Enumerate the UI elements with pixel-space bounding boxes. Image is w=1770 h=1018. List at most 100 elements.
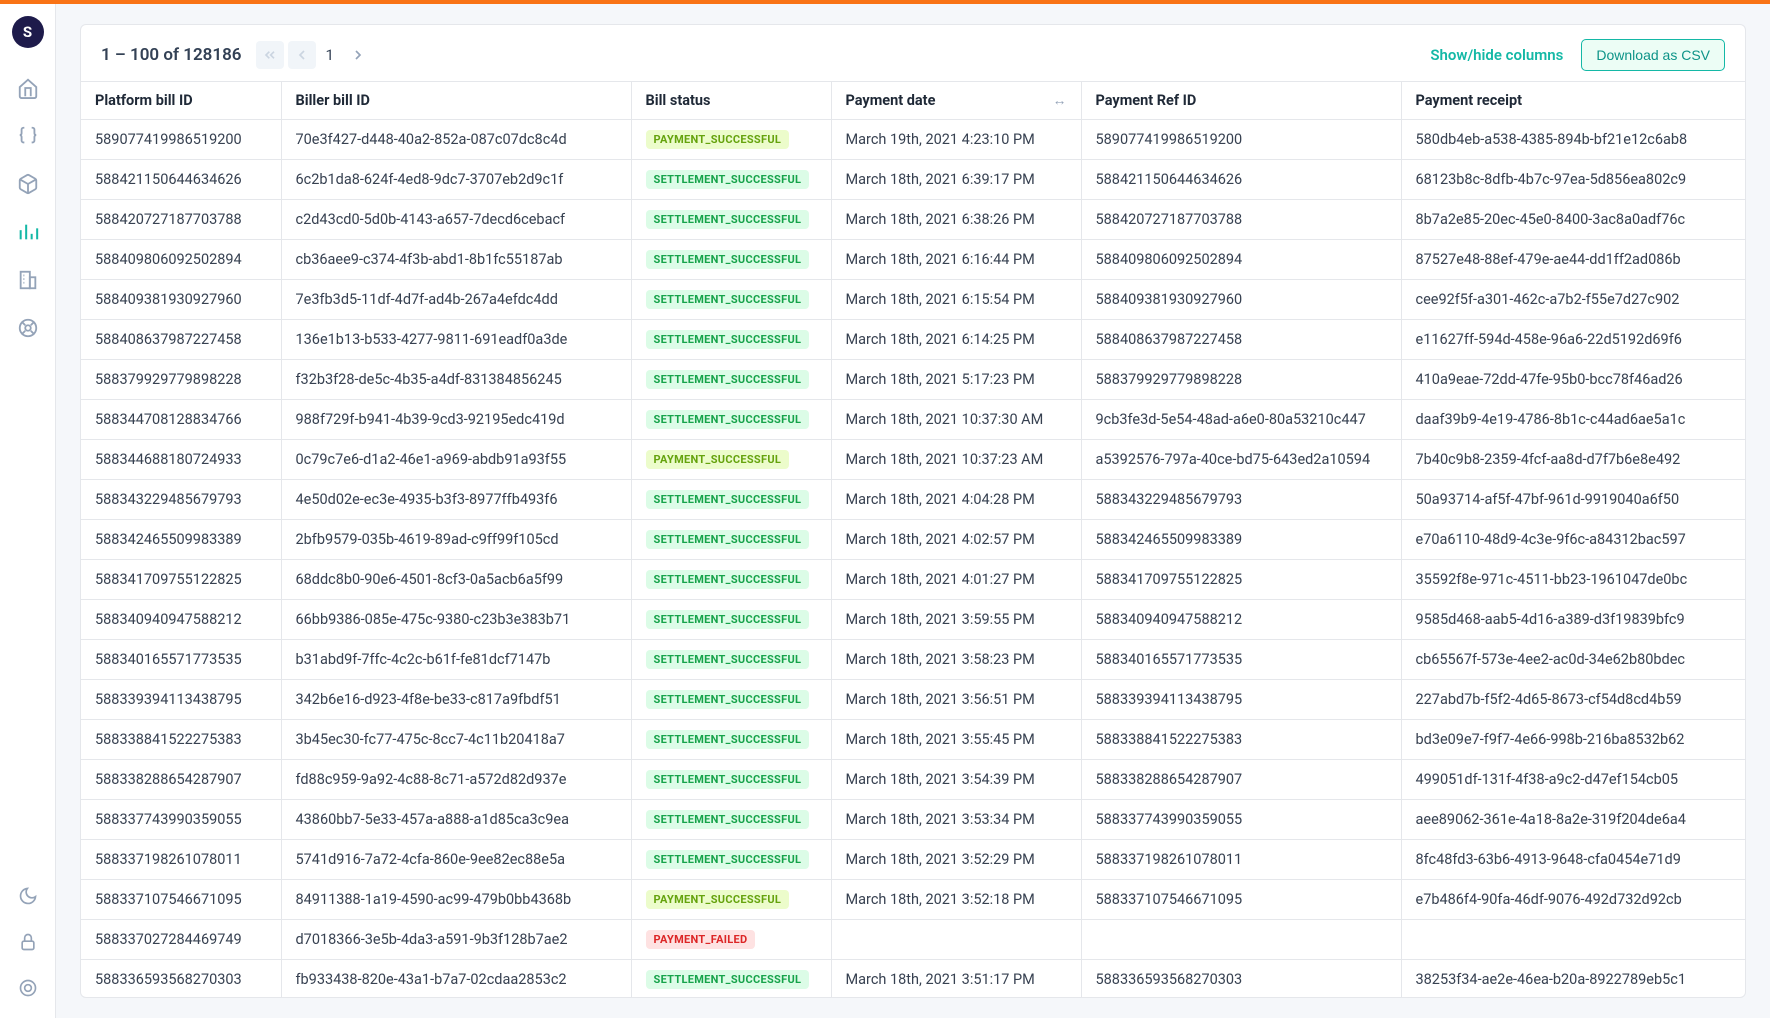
cell-platform-bill-id: 588337107546671095 [81,880,281,920]
table-row[interactable]: 588337027284469749d7018366-3e5b-4da3-a59… [81,920,1745,960]
table-row[interactable]: 5884211506446346266c2b1da8-624f-4ed8-9dc… [81,160,1745,200]
cell-payment-ref-id: a5392576-797a-40ce-bd75-643ed2a10594 [1081,440,1401,480]
bills-table: Platform bill ID Biller bill ID Bill sta… [81,81,1745,997]
status-badge: SETTLEMENT_SUCCESSFUL [646,770,810,789]
code-icon[interactable] [16,124,40,148]
cell-platform-bill-id: 588337743990359055 [81,800,281,840]
cell-platform-bill-id: 588379929779898228 [81,360,281,400]
cell-payment-ref-id: 588408637987227458 [1081,320,1401,360]
table-row[interactable]: 5883388415222753833b45ec30-fc77-475c-8cc… [81,720,1745,760]
page-prev-button[interactable] [288,41,316,69]
support-icon[interactable] [16,316,40,340]
status-badge: SETTLEMENT_SUCCESSFUL [646,690,810,709]
page-next-button[interactable] [344,41,372,69]
cell-payment-date: March 19th, 2021 4:23:10 PM [831,120,1081,160]
table-row[interactable]: 58834170975512282568ddc8b0-90e6-4501-8cf… [81,560,1745,600]
cube-icon[interactable] [16,172,40,196]
lock-icon[interactable] [16,930,40,954]
building-icon[interactable] [16,268,40,292]
status-badge: PAYMENT_FAILED [646,930,756,949]
cell-payment-ref-id: 588336593568270303 [1081,960,1401,998]
cell-bill-status: SETTLEMENT_SUCCESSFUL [631,680,831,720]
cell-platform-bill-id: 588339394113438795 [81,680,281,720]
table-row[interactable]: 588408637987227458136e1b13-b533-4277-981… [81,320,1745,360]
cell-platform-bill-id: 588340165571773535 [81,640,281,680]
cell-payment-ref-id: 588339394113438795 [1081,680,1401,720]
page-number: 1 [320,46,340,64]
show-hide-columns-link[interactable]: Show/hide columns [1430,46,1563,64]
table-row[interactable]: 5883371982610780115741d916-7a72-4cfa-860… [81,840,1745,880]
table-row[interactable]: 5884093819309279607e3fb3d5-11df-4d7f-ad4… [81,280,1745,320]
cell-bill-status: PAYMENT_SUCCESSFUL [631,120,831,160]
status-badge: SETTLEMENT_SUCCESSFUL [646,210,810,229]
table-row[interactable]: 588420727187703788c2d43cd0-5d0b-4143-a65… [81,200,1745,240]
table-row[interactable]: 588338288654287907fd88c959-9a92-4c88-8c7… [81,760,1745,800]
table-row[interactable]: 588340165571773535b31abd9f-7ffc-4c2c-b61… [81,640,1745,680]
chart-icon[interactable] [16,220,40,244]
cell-bill-status: SETTLEMENT_SUCCESSFUL [631,160,831,200]
cell-bill-status: SETTLEMENT_SUCCESSFUL [631,640,831,680]
page-first-button[interactable] [256,41,284,69]
column-header-biller-bill-id[interactable]: Biller bill ID [281,82,631,120]
main-content: 1 – 100 of 128186 1 Show/hide columns [56,4,1770,1018]
download-csv-button[interactable]: Download as CSV [1581,39,1725,71]
cell-payment-receipt: e70a6110-48d9-4c3e-9f6c-a84312bac597 [1401,520,1745,560]
cell-biller-bill-id: 988f729f-b941-4b39-9cd3-92195edc419d [281,400,631,440]
cell-payment-receipt: 87527e48-88ef-479e-ae44-dd1ff2ad086b [1401,240,1745,280]
table-row[interactable]: 58834094094758821266bb9386-085e-475c-938… [81,600,1745,640]
cell-biller-bill-id: b31abd9f-7ffc-4c2c-b61f-fe81dcf7147b [281,640,631,680]
cell-platform-bill-id: 588340940947588212 [81,600,281,640]
moon-icon[interactable] [16,884,40,908]
app-layout: S [0,4,1770,1018]
cell-payment-receipt: 580db4eb-a538-4385-894b-bf21e12c6ab8 [1401,120,1745,160]
column-header-payment-date[interactable]: Payment date ↔ [831,82,1081,120]
cell-platform-bill-id: 588337198261078011 [81,840,281,880]
cell-biller-bill-id: cb36aee9-c374-4f3b-abd1-8b1fc55187ab [281,240,631,280]
sidebar-nav [16,76,40,340]
column-header-platform-bill-id[interactable]: Platform bill ID [81,82,281,120]
cell-bill-status: SETTLEMENT_SUCCESSFUL [631,800,831,840]
cell-bill-status: PAYMENT_FAILED [631,920,831,960]
cell-biller-bill-id: 2bfb9579-035b-4619-89ad-c9ff99f105cd [281,520,631,560]
table-row[interactable]: 588336593568270303fb933438-820e-43a1-b7a… [81,960,1745,998]
cell-bill-status: SETTLEMENT_SUCCESSFUL [631,520,831,560]
table-row[interactable]: 5883446881807249330c79c7e6-d1a2-46e1-a96… [81,440,1745,480]
table-body: 58907741998651920070e3f427-d448-40a2-852… [81,120,1745,998]
column-header-label: Payment date [846,92,936,109]
cell-payment-ref-id [1081,920,1401,960]
status-badge: PAYMENT_SUCCESSFUL [646,130,790,149]
cell-payment-date: March 18th, 2021 4:02:57 PM [831,520,1081,560]
column-header-payment-ref-id[interactable]: Payment Ref ID [1081,82,1401,120]
cell-payment-date: March 18th, 2021 4:01:27 PM [831,560,1081,600]
table-row[interactable]: 58833774399035905543860bb7-5e33-457a-a88… [81,800,1745,840]
status-badge: SETTLEMENT_SUCCESSFUL [646,530,810,549]
table-row[interactable]: 588379929779898228f32b3f28-de5c-4b35-a4d… [81,360,1745,400]
table-row[interactable]: 588344708128834766988f729f-b941-4b39-9cd… [81,400,1745,440]
cell-payment-receipt: 499051df-131f-4f38-a9c2-d47ef154cb05 [1401,760,1745,800]
cell-payment-ref-id: 588421150644634626 [1081,160,1401,200]
cell-platform-bill-id: 588338288654287907 [81,760,281,800]
cell-payment-receipt: e11627ff-594d-458e-96a6-22d5192d69f6 [1401,320,1745,360]
table-row[interactable]: 58907741998651920070e3f427-d448-40a2-852… [81,120,1745,160]
target-icon[interactable] [16,976,40,1000]
app-logo[interactable]: S [12,16,44,48]
cell-payment-date: March 18th, 2021 6:16:44 PM [831,240,1081,280]
cell-payment-ref-id: 9cb3fe3d-5e54-48ad-a6e0-80a53210c447 [1081,400,1401,440]
cell-payment-date: March 18th, 2021 3:54:39 PM [831,760,1081,800]
column-header-payment-receipt[interactable]: Payment receipt [1401,82,1745,120]
column-header-bill-status[interactable]: Bill status [631,82,831,120]
status-badge: SETTLEMENT_SUCCESSFUL [646,330,810,349]
table-row[interactable]: 5883432294856797934e50d02e-ec3e-4935-b3f… [81,480,1745,520]
cell-biller-bill-id: f32b3f28-de5c-4b35-a4df-831384856245 [281,360,631,400]
table-row[interactable]: 58833710754667109584911388-1a19-4590-ac9… [81,880,1745,920]
cell-payment-ref-id: 588342465509983389 [1081,520,1401,560]
status-badge: SETTLEMENT_SUCCESSFUL [646,290,810,309]
cell-platform-bill-id: 588408637987227458 [81,320,281,360]
cell-biller-bill-id: 7e3fb3d5-11df-4d7f-ad4b-267a4efdc4dd [281,280,631,320]
table-row[interactable]: 588409806092502894cb36aee9-c374-4f3b-abd… [81,240,1745,280]
home-icon[interactable] [16,76,40,100]
table-row[interactable]: 588339394113438795342b6e16-d923-4f8e-be3… [81,680,1745,720]
table-container: Platform bill ID Biller bill ID Bill sta… [81,81,1745,997]
table-row[interactable]: 588342465509983389 2bfb9579-035b-4619-89a… [81,520,1745,560]
cell-bill-status: SETTLEMENT_SUCCESSFUL [631,720,831,760]
